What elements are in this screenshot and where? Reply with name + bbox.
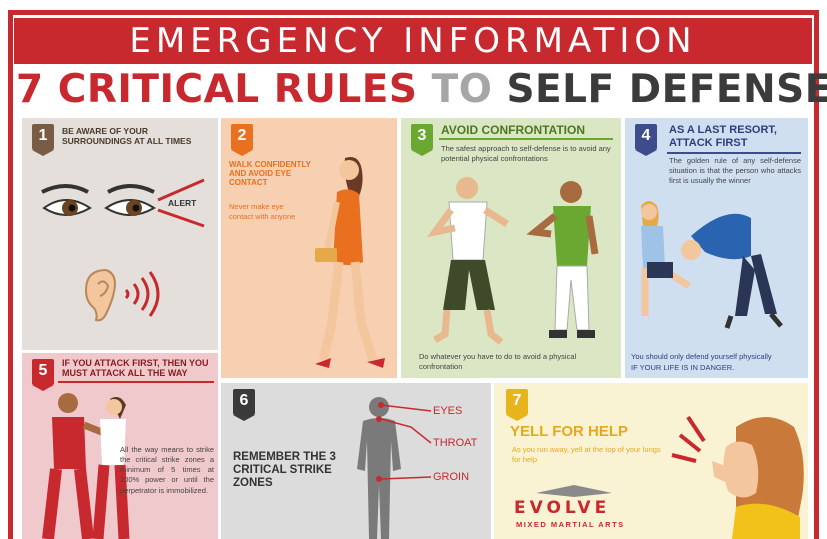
rule-7-body: As you run away, yell at the top of your… [512,445,661,465]
rule-6-number: 6 [233,389,255,421]
confrontation-illustration [426,177,599,345]
rule-1-number: 1 [32,124,54,156]
zone-eyes-label: EYES [433,405,463,417]
alert-lines-icon [157,178,205,228]
brand-name: EVOLVE [514,498,611,518]
rule-1-panel: 1 BE AWARE OF YOUR SURROUNDINGS AT ALL T… [22,118,218,350]
rule-3-underline [439,138,613,140]
rule-5-body: All the way means to strike the critical… [120,445,214,495]
alert-label: ALERT [168,198,197,208]
rule-7-title: YELL FOR HELP [510,423,629,440]
rule-2-panel: 2 WALK CONFIDENTLY AND AVOID EYE CONTACT… [221,118,397,378]
rule-7-panel: 7 YELL FOR HELP As you run away, yell at… [494,383,808,539]
headline-part2: TO [431,67,507,112]
yelling-woman-illustration [671,415,804,539]
rule-2-number: 2 [231,124,253,156]
rule-4-footer: You should only defend yourself physical… [631,352,772,361]
ear-icon [84,268,160,322]
attack-first-illustration [641,201,783,329]
rule-4-title: AS A LAST RESORT, ATTACK FIRST [669,124,777,149]
rule-3-number: 3 [411,124,433,156]
rule-4-footer-caps: IF YOUR LIFE IS IN DANGER. [631,363,735,372]
eyes-icon [41,184,156,216]
rule-5-number: 5 [32,359,54,391]
zone-pointer-lines [381,404,432,480]
headline-part3: SELF DEFENSE [506,67,827,112]
rule-3-body: The safest approach to self-defense is t… [441,144,611,164]
rule-3-panel: 3 AVOID CONFRONTATION The safest approac… [401,118,621,378]
headline: 7 CRITICAL RULES TO SELF DEFENSE [16,67,827,112]
rule-5-panel: 5 IF YOU ATTACK FIRST, THEN YOU MUST ATT… [22,353,218,539]
rule-4-number: 4 [635,124,657,156]
banner-title: EMERGENCY INFORMATION [14,18,812,64]
rule-5-title: IF YOU ATTACK FIRST, THEN YOU MUST ATTAC… [62,358,209,379]
evolve-logo-mark [536,485,612,497]
rule-3-title: AVOID CONFRONTATION [441,123,585,137]
rule-4-underline [667,152,801,154]
walking-woman-illustration [315,157,385,368]
headline-part1: 7 CRITICAL RULES [16,67,432,112]
rule-3-footer: Do whatever you have to do to avoid a ph… [419,352,577,372]
rule-2-title: WALK CONFIDENTLY AND AVOID EYE CONTACT [229,160,311,188]
rule-1-title: BE AWARE OF YOUR SURROUNDINGS AT ALL TIM… [62,126,192,146]
rule-2-body: Never make eye contact with anyone [229,202,296,222]
rule-4-body: The golden rule of any self-defense situ… [669,156,801,186]
rule-6-title: REMEMBER THE 3 CRITICAL STRIKE ZONES [233,451,336,490]
brand-tagline: MIXED MARTIAL ARTS [516,520,625,529]
body-silhouette-illustration [357,397,401,539]
rule-7-number: 7 [506,389,528,421]
zone-throat-label: THROAT [433,437,478,449]
zone-groin-label: GROIN [433,471,470,483]
rule-5-underline [58,381,214,383]
fight-illustration [42,393,130,539]
rule-4-panel: 4 AS A LAST RESORT, ATTACK FIRST The gol… [625,118,808,378]
rule-6-panel: 6 REMEMBER THE 3 CRITICAL STRIKE ZONES E… [221,383,491,539]
